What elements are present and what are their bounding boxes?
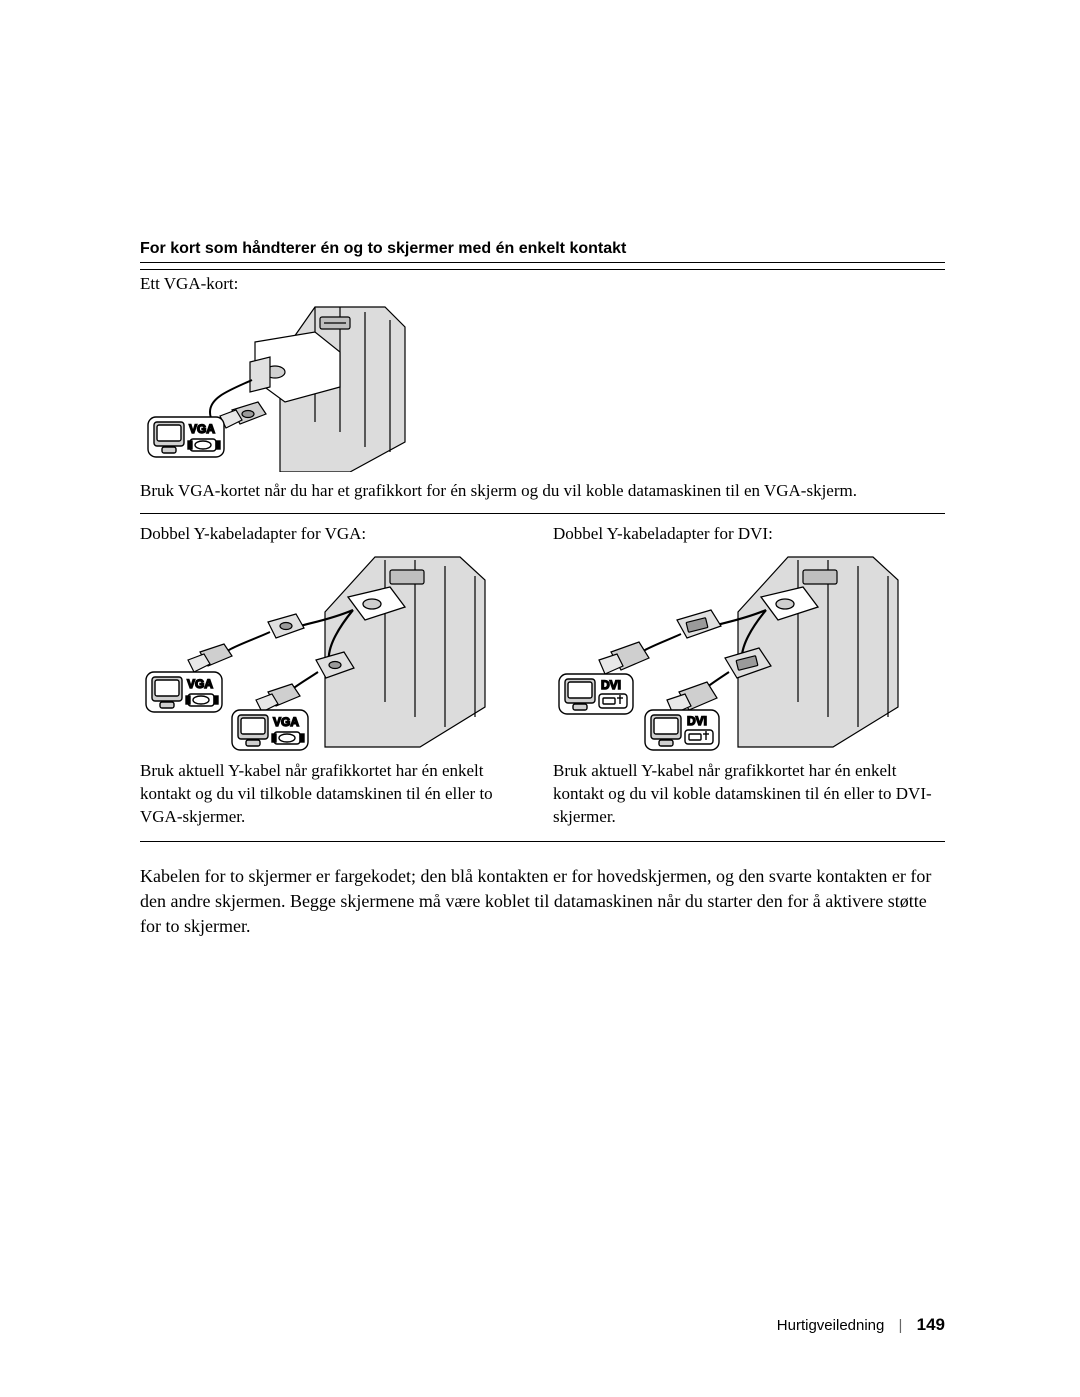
page-footer: Hurtigveiledning | 149	[777, 1315, 945, 1335]
row1-subheading: Ett VGA-kort:	[140, 274, 945, 294]
heading-divider	[140, 262, 945, 263]
body-paragraph: Kabelen for to skjermer er fargekodet; d…	[140, 864, 945, 940]
row2-left-caption: Bruk aktuell Y-kabel når grafikkortet ha…	[140, 760, 535, 829]
diagram-y-dvi: DVI DVI	[553, 552, 948, 752]
diagram-single-vga: VGA	[140, 302, 945, 472]
row1-caption: Bruk VGA-kortet når du har et grafikkort…	[140, 480, 945, 503]
footer-separator: |	[899, 1317, 903, 1334]
row2-right-subheading: Dobbel Y-kabeladapter for DVI:	[553, 524, 948, 544]
row1-bottom-divider	[140, 513, 945, 514]
row2-left-subheading: Dobbel Y-kabeladapter for VGA:	[140, 524, 535, 544]
footer-doc-title: Hurtigveiledning	[777, 1317, 885, 1334]
svg-text:VGA: VGA	[273, 715, 299, 729]
row2-bottom-divider	[140, 841, 945, 842]
section-heading: For kort som håndterer én og to skjermer…	[140, 240, 945, 258]
svg-text:DVI: DVI	[687, 714, 707, 728]
footer-page-number: 149	[917, 1315, 945, 1334]
diagram-y-vga: VGA VGA	[140, 552, 535, 752]
badge-vga-label: VGA	[189, 422, 215, 436]
svg-text:DVI: DVI	[601, 678, 621, 692]
row2-right-caption: Bruk aktuell Y-kabel når grafikkortet ha…	[553, 760, 948, 829]
svg-text:VGA: VGA	[187, 677, 213, 691]
